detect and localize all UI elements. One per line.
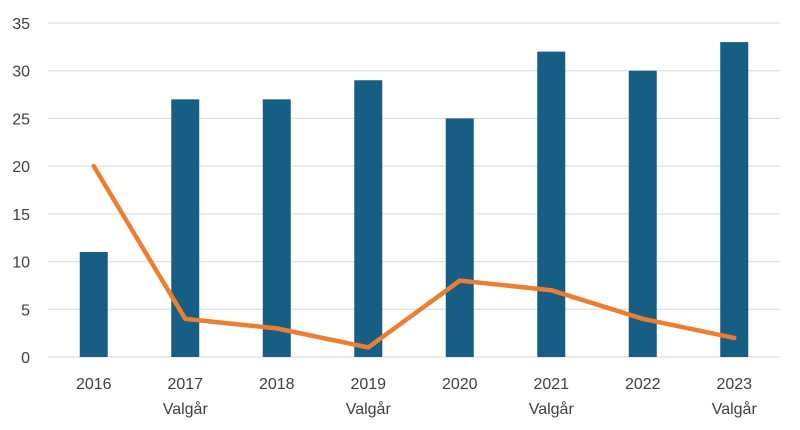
y-tick-label: 0 bbox=[21, 350, 30, 367]
x-tick-label: 2022 bbox=[625, 376, 661, 393]
x-tick-label: 2016 bbox=[76, 376, 112, 393]
x-tick-label: 2019 bbox=[350, 376, 386, 393]
x-tick-label: 2020 bbox=[442, 376, 478, 393]
y-tick-label: 25 bbox=[12, 111, 30, 128]
x-tick-label: 2023 bbox=[716, 376, 752, 393]
bar-2022 bbox=[628, 70, 657, 357]
line-point-2020 bbox=[457, 278, 462, 283]
bar-2020 bbox=[445, 118, 474, 357]
x-tick-sublabel: Valgår bbox=[346, 400, 392, 418]
gridlines bbox=[48, 22, 780, 358]
bar-series bbox=[79, 42, 749, 357]
bar-2016 bbox=[79, 252, 108, 357]
bar-2023 bbox=[720, 42, 749, 357]
y-tick-label: 20 bbox=[12, 159, 30, 176]
x-tick-sublabel: Valgår bbox=[163, 400, 209, 418]
x-tick-label: 2018 bbox=[259, 376, 295, 393]
bar-2021 bbox=[537, 51, 566, 357]
bar-2018 bbox=[262, 99, 291, 357]
line-point-2022 bbox=[640, 316, 645, 322]
x-tick-label: 2021 bbox=[533, 376, 569, 393]
y-axis: 0 5 10 15 20 25 30 35 bbox=[12, 16, 30, 367]
line-point-2019 bbox=[366, 345, 371, 350]
line-series bbox=[91, 163, 737, 350]
line-point-2021 bbox=[549, 288, 554, 293]
y-tick-label: 35 bbox=[12, 16, 30, 33]
y-tick-label: 30 bbox=[12, 64, 30, 81]
line-point-2018 bbox=[274, 326, 279, 331]
y-tick-label: 5 bbox=[21, 302, 30, 319]
y-tick-label: 15 bbox=[12, 207, 30, 224]
line-point-2016 bbox=[91, 163, 96, 169]
x-tick-sublabel: Valgår bbox=[712, 400, 758, 418]
x-axis: 2016 2017 Valgår 2018 2019 Valgår 2020 2021 Valg… bbox=[76, 376, 758, 418]
x-tick-label: 2017 bbox=[167, 376, 203, 393]
y-tick-label: 10 bbox=[12, 255, 30, 272]
x-tick-sublabel: Valgår bbox=[529, 400, 575, 418]
line-path bbox=[91, 163, 737, 350]
bar-2017 bbox=[171, 99, 200, 357]
line-point-2017 bbox=[183, 316, 188, 322]
bar-2019 bbox=[354, 80, 383, 357]
line-point-2023 bbox=[732, 335, 737, 341]
